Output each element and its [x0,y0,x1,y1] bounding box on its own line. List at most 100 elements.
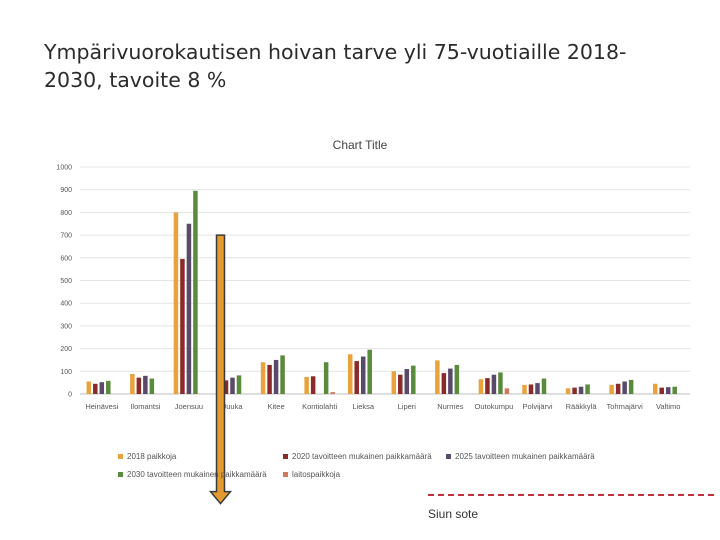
bar [304,376,309,394]
bar [541,378,547,394]
x-tick-label: Kitee [268,402,285,411]
legend-swatch [283,453,288,459]
y-tick-label: 900 [60,187,72,194]
footer-brand: Siun sote [428,507,479,521]
bar [360,356,366,394]
legend-swatch [283,471,288,477]
x-tick-label: Kontiolahti [302,402,337,411]
bar [136,377,142,394]
slide-title-line2: 2030, tavoite 8 % [44,68,227,92]
legend-row-1: 2018 paikkoja 2020 tavoitteen mukainen p… [118,447,658,465]
bar [585,384,590,394]
bar [652,383,658,394]
bar [193,190,198,394]
y-tick-label: 100 [60,369,72,376]
bar [143,375,148,394]
bar [99,382,105,394]
legend-swatch [118,471,123,477]
x-tick-label: Tohmajärvi [607,402,644,411]
bar [86,381,92,394]
bar [391,371,397,394]
bar [347,354,353,394]
bar [528,384,534,394]
legend-label: laitospaikkoja [292,469,341,479]
bar [578,386,584,394]
bar [106,380,111,394]
bar [330,392,335,394]
bar [572,387,577,394]
legend-swatch [446,453,451,459]
down-arrow-icon [208,234,233,505]
bar [236,375,242,394]
bar [186,223,192,394]
x-tick-label: Juuka [222,402,243,411]
x-tick-label: Valtimo [656,402,680,411]
bar [491,374,497,394]
x-tick-label: Liperi [398,402,417,411]
bar [628,379,634,394]
y-tick-label: 400 [60,301,72,308]
bar [448,368,453,394]
bar [267,364,272,394]
bar [535,383,540,394]
bar [149,378,155,394]
bar [565,388,571,394]
x-tick-label: Heinävesi [85,402,118,411]
x-tick-label: Outokumpu [475,402,514,411]
bars [86,190,677,394]
bar [173,212,179,394]
bar [273,359,279,394]
bar [411,365,416,394]
bar [454,364,460,394]
bar [498,372,503,394]
legend-item: 2025 tavoitteen mukainen paikkamäärä [446,452,595,461]
bar [130,374,135,394]
y-tick-label: 800 [60,210,72,217]
y-tick-label: 500 [60,278,72,285]
bar [367,349,372,394]
y-tick-label: 200 [60,346,72,353]
bar [672,386,677,394]
y-tick-label: 0 [68,392,72,399]
bar [435,360,440,394]
bar [230,377,235,394]
x-tick-label: Nurmes [437,402,464,411]
legend-item: laitospaikkoja [283,470,340,479]
x-tick-label: Rääkkylä [566,402,598,411]
slide-title-line1: Ympärivuorokautisen hoivan tarve yli 75-… [44,40,627,64]
bar [522,384,527,394]
legend-item: 2020 tavoitteen mukainen paikkamäärä [283,452,446,461]
y-axis-ticks: 0 100 200 300 400 500 600 700 800 900 1000 [56,165,72,399]
bar [323,362,329,394]
legend-label: 2018 paikkoja [127,451,177,461]
legend-label: 2020 tavoitteen mukainen paikkamäärä [292,451,432,461]
bar [441,373,447,394]
chart-title: Chart Title [332,138,388,152]
y-tick-label: 1000 [56,165,72,172]
bar [310,376,316,394]
x-tick-label: Ilomantsi [130,402,160,411]
bar [354,361,359,394]
bar [665,387,671,394]
legend: 2018 paikkoja 2020 tavoitteen mukainen p… [118,447,658,483]
x-tick-label: Lieksa [352,402,375,411]
legend-row-2: 2030 tavoitteen mukainen paikkamäärä lai… [118,465,658,483]
x-tick-label: Polvijärvi [522,402,552,411]
slide-title: Ympärivuorokautisen hoivan tarve yli 75-… [44,38,664,94]
bar [622,381,627,394]
bar [609,384,614,394]
x-axis-ticks: Heinävesi Ilomantsi Joensuu Juuka Kitee Konti… [85,402,680,411]
y-tick-label: 600 [60,255,72,262]
annotation-arrow [208,234,233,505]
legend-item: 2030 tavoitteen mukainen paikkamäärä [118,470,283,479]
legend-label: 2030 tavoitteen mukainen paikkamäärä [127,469,267,479]
bar [223,380,229,394]
legend-label: 2025 tavoitteen mukainen paikkamäärä [455,451,595,461]
bar [615,383,621,394]
bar [260,362,266,394]
bar [404,369,410,394]
footer-divider [428,494,714,496]
legend-item: 2018 paikkoja [118,452,283,461]
bar [93,383,98,394]
